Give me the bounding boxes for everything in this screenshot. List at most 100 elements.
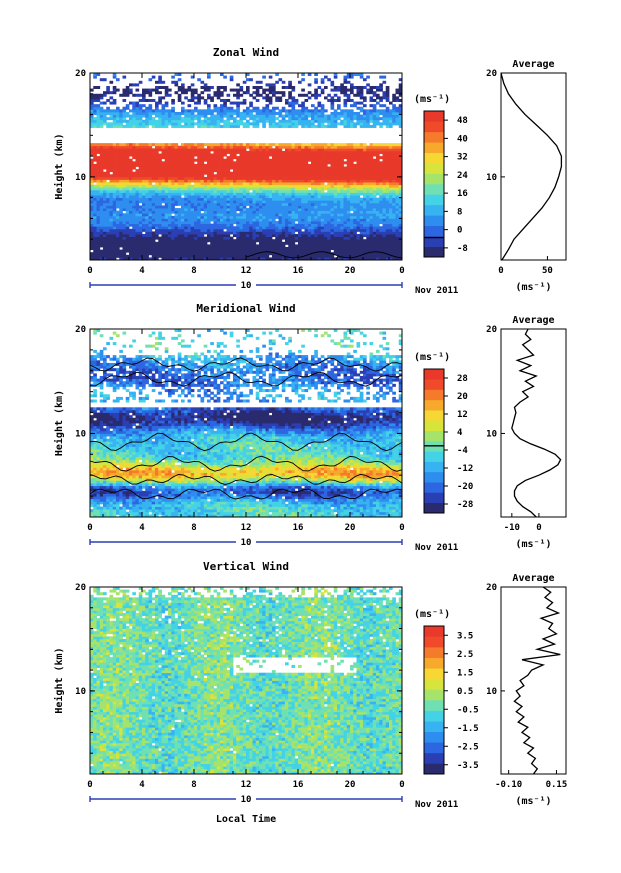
zonal-cell xyxy=(353,174,357,178)
zonal-cell xyxy=(346,153,351,157)
zonal-cell xyxy=(379,244,383,248)
zonal-cell xyxy=(145,215,149,219)
zonal-cell xyxy=(324,202,328,206)
zonal-cell xyxy=(327,210,331,214)
zonal-cell xyxy=(350,148,354,152)
zonal-cell xyxy=(343,166,348,170)
zonal-cell xyxy=(122,213,127,217)
zonal-cell xyxy=(177,241,182,245)
zonal-cell xyxy=(242,197,247,201)
zonal-cell xyxy=(246,163,250,167)
zonal-cell xyxy=(291,169,296,173)
zonal-cell xyxy=(233,174,237,178)
zonal-cell xyxy=(252,249,257,253)
zonal-cell xyxy=(330,254,335,258)
zonal-cell xyxy=(142,124,146,128)
zonal-cell xyxy=(116,244,120,248)
zonal-cell xyxy=(145,148,149,152)
zonal-cell xyxy=(103,158,107,162)
zonal-cell xyxy=(236,189,240,193)
zonal-cell xyxy=(340,114,344,118)
zonal-cell xyxy=(265,236,270,240)
zonal-cell xyxy=(216,171,221,175)
zonal-cell xyxy=(311,145,315,149)
zonal-cell xyxy=(294,226,299,230)
zonal-cell xyxy=(343,88,348,92)
zonal-cell xyxy=(197,192,201,196)
zonal-cell xyxy=(112,192,117,196)
zonal-cell xyxy=(184,257,188,261)
zonal-cell xyxy=(125,197,130,201)
zonal-cell xyxy=(213,208,218,212)
zonal-cell xyxy=(203,213,208,217)
zonal-cell xyxy=(103,145,107,149)
zonal-cell xyxy=(122,179,127,183)
zonal-cell xyxy=(187,153,192,157)
zonal-cell xyxy=(376,223,380,227)
zonal-cell xyxy=(151,192,156,196)
zonal-cell xyxy=(337,244,341,248)
zonal-cell xyxy=(307,163,312,167)
zonal-cell xyxy=(330,174,335,178)
zonal-cell xyxy=(145,111,149,115)
zonal-cell xyxy=(207,96,211,100)
zonal-cell xyxy=(340,122,344,126)
zonal-cell xyxy=(135,244,140,248)
zonal-cell xyxy=(223,174,227,178)
zonal-cell xyxy=(194,106,198,110)
zonal-cell xyxy=(307,226,312,230)
zonal-cell xyxy=(255,161,260,165)
zonal-cell xyxy=(109,239,114,243)
zonal-cell xyxy=(122,234,127,238)
zonal-cell xyxy=(138,218,143,222)
zonal-cell xyxy=(223,247,227,251)
zonal-cell xyxy=(223,197,227,201)
zonal-cell xyxy=(103,150,107,154)
zonal-cell xyxy=(291,182,296,186)
zonal-cell xyxy=(151,249,156,253)
zonal-cell xyxy=(229,184,234,188)
zonal-cell xyxy=(229,221,234,225)
zonal-cell xyxy=(255,234,260,238)
zonal-cell xyxy=(252,228,257,232)
zonal-cell xyxy=(343,93,348,97)
zonal-cell xyxy=(255,176,260,180)
zonal-cell xyxy=(194,236,198,240)
zonal-cell xyxy=(184,124,188,128)
zonal-cell xyxy=(239,247,244,251)
zonal-cell xyxy=(298,114,302,118)
zonal-cell xyxy=(164,221,169,225)
zonal-cell xyxy=(122,189,127,193)
zonal-cell xyxy=(288,234,292,238)
zonal-cell xyxy=(158,119,162,123)
zonal-cell xyxy=(369,176,374,180)
zonal-cell xyxy=(109,254,114,258)
zonal-cell xyxy=(164,119,169,123)
zonal-cell xyxy=(356,192,361,196)
zonal-cell xyxy=(265,192,270,196)
zonal-cell xyxy=(327,148,331,152)
zonal-cell xyxy=(174,236,179,240)
zonal-cell xyxy=(275,241,279,245)
zonal-cell xyxy=(369,210,374,214)
zonal-cell xyxy=(242,254,247,258)
zonal-cell xyxy=(363,231,367,235)
zonal-cell xyxy=(200,187,205,191)
zonal-cell xyxy=(164,215,169,219)
zonal-cell xyxy=(158,215,162,219)
zonal-cell xyxy=(96,226,101,230)
zonal-cell xyxy=(350,213,354,217)
zonal-cell xyxy=(324,184,328,188)
zonal-cell xyxy=(226,176,231,180)
zonal-cell xyxy=(333,122,338,126)
zonal-cell xyxy=(190,202,195,206)
zonal-cell xyxy=(350,249,354,253)
zonal-cell xyxy=(112,254,117,258)
zonal-cell xyxy=(181,119,185,123)
zonal-cell xyxy=(138,93,143,97)
zonal-cell xyxy=(294,192,299,196)
zonal-cell xyxy=(161,104,166,108)
zonal-cell xyxy=(291,119,296,123)
zonal-cell xyxy=(272,163,276,167)
zonal-cell xyxy=(190,244,195,248)
